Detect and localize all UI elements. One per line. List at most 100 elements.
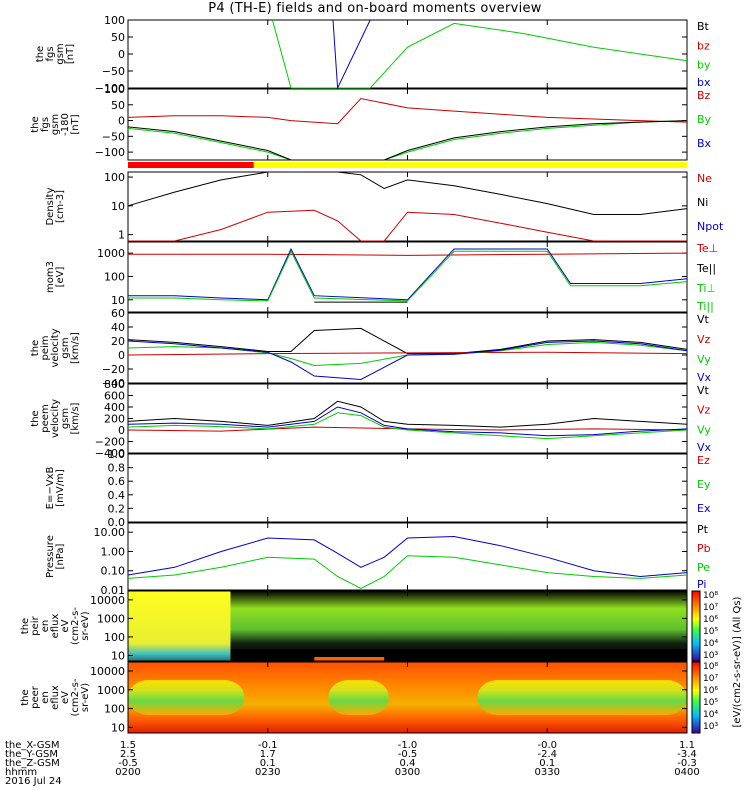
y-axis-label: fgs bbox=[45, 46, 56, 61]
legend-entry: Ne bbox=[697, 172, 712, 185]
y-tick-label: 0.4 bbox=[108, 489, 126, 502]
panel-frame-pressure bbox=[127, 522, 688, 591]
ephemeris-value: -1.0 bbox=[398, 740, 418, 751]
y-axis-label: (cm2-s- bbox=[70, 607, 81, 645]
y-axis-label: velocity bbox=[50, 399, 61, 438]
colorbar-tick-label: 10⁷ bbox=[703, 603, 718, 613]
series-line bbox=[128, 247, 688, 301]
ephemeris-value: -0.5 bbox=[118, 758, 138, 769]
y-axis-label: [nPa] bbox=[55, 543, 66, 569]
y-axis-label: sr-eV) bbox=[80, 683, 91, 712]
ephemeris-value: 0330 bbox=[535, 767, 560, 778]
legend-entry: Ti|| bbox=[696, 300, 714, 313]
y-axis-label: gsm bbox=[60, 337, 71, 358]
y-tick-label: 50 bbox=[111, 99, 125, 112]
y-tick-label: 0.2 bbox=[108, 502, 126, 515]
y-axis-label: [cm-3] bbox=[55, 190, 66, 223]
legend-entry: Bt bbox=[697, 20, 710, 33]
legend-entry: Vz bbox=[697, 333, 711, 346]
ephemeris-value: -2.4 bbox=[537, 749, 557, 760]
y-axis-label: peim bbox=[40, 335, 51, 360]
y-tick-label: 10 bbox=[111, 294, 125, 307]
panel-frame-fgs-gsm bbox=[127, 19, 688, 89]
colorbar-tick-label: 10³ bbox=[703, 722, 718, 732]
y-axis-label: -180 bbox=[60, 113, 71, 136]
ephemeris-row-label: 2016 Jul 24 bbox=[5, 776, 62, 787]
colorbar-tick-label: 10⁶ bbox=[703, 615, 718, 625]
electron-spectrogram-block bbox=[477, 680, 687, 715]
y-axis-label: en bbox=[40, 691, 51, 704]
y-axis-label: Pressure bbox=[45, 535, 56, 578]
series-line bbox=[127, 535, 688, 578]
y-tick-label: 100 bbox=[104, 83, 125, 96]
y-axis-label: gsm bbox=[60, 408, 71, 429]
ephemeris-value: 1.5 bbox=[120, 740, 136, 751]
y-tick-label: 0 bbox=[118, 115, 125, 128]
y-tick-label: 100 bbox=[104, 270, 125, 283]
y-tick-label: 60 bbox=[111, 307, 125, 320]
legend-entry: Bx bbox=[697, 137, 712, 150]
legend-entry: Ez bbox=[697, 454, 710, 467]
y-tick-label: 400 bbox=[104, 401, 125, 414]
series-line bbox=[127, 400, 688, 428]
y-axis-label: [km/s] bbox=[70, 402, 81, 434]
ephemeris-row-label: the_X-GSM bbox=[5, 740, 59, 751]
panel-frame-efield bbox=[127, 453, 688, 523]
ephemeris-row-label: the_Z-GSM bbox=[5, 758, 60, 769]
y-tick-label: −50 bbox=[102, 65, 125, 78]
y-axis-label: gsm bbox=[50, 114, 61, 135]
y-tick-label: 10 bbox=[111, 200, 125, 213]
y-axis-label: eflux bbox=[50, 685, 61, 710]
ephemeris-value: -0.1 bbox=[258, 740, 278, 751]
y-tick-label: 100 bbox=[104, 631, 125, 644]
ephemeris-value: 2.5 bbox=[120, 749, 136, 760]
legend-entry: Vt bbox=[697, 313, 710, 326]
colorbar-tick-label: 10⁵ bbox=[703, 627, 718, 637]
y-axis-label: E=−VxB bbox=[45, 467, 56, 510]
y-axis-label: peer bbox=[30, 685, 41, 709]
y-tick-label: 0 bbox=[118, 48, 125, 61]
y-tick-label: 1000 bbox=[97, 684, 125, 697]
y-tick-label: −100 bbox=[95, 82, 125, 95]
y-tick-label: 100 bbox=[104, 14, 125, 27]
series-line bbox=[127, 340, 688, 381]
legend-entry: Vx bbox=[697, 371, 712, 384]
colorbar bbox=[691, 590, 701, 662]
y-axis-label: [nT] bbox=[70, 114, 81, 134]
y-tick-label: 1000 bbox=[97, 612, 125, 625]
y-axis-label: peem bbox=[40, 404, 51, 432]
ephemeris-row-label: hhmm bbox=[5, 767, 37, 778]
legend-entry: Bz bbox=[697, 89, 711, 102]
ephemeris-value: 0230 bbox=[255, 767, 280, 778]
y-tick-label: 200 bbox=[104, 413, 125, 426]
y-axis-label: mom3 bbox=[45, 261, 56, 293]
y-axis-label: the bbox=[30, 340, 41, 356]
series-line bbox=[332, 19, 371, 90]
ephemeris-value: -3.4 bbox=[677, 749, 697, 760]
legend-entry: Ey bbox=[697, 478, 711, 491]
y-tick-label: 1 bbox=[118, 229, 125, 242]
y-tick-label: 0.0 bbox=[108, 516, 126, 529]
legend-entry: Vy bbox=[697, 423, 711, 436]
y-axis-label: eflux bbox=[50, 614, 61, 639]
mode-flag-bar-yellow bbox=[253, 162, 687, 168]
ephemeris-value: 0400 bbox=[674, 767, 699, 778]
legend-entry: Pt bbox=[697, 523, 709, 536]
series-line bbox=[127, 555, 688, 590]
series-line bbox=[128, 252, 688, 256]
series-line bbox=[127, 97, 688, 125]
colorbar-tick-label: 10⁵ bbox=[703, 698, 718, 708]
y-tick-label: 1.0 bbox=[108, 448, 126, 461]
y-axis-label: the bbox=[30, 116, 41, 132]
y-tick-label: −200 bbox=[95, 436, 125, 449]
ephemeris-value: 0300 bbox=[395, 767, 420, 778]
y-tick-label: 40 bbox=[111, 321, 125, 334]
legend-entry: Vt bbox=[697, 384, 710, 397]
ion-spectrogram-block bbox=[128, 591, 231, 661]
series-line bbox=[127, 327, 688, 355]
y-tick-label: 10 bbox=[111, 721, 125, 734]
colorbar-tick-label: 10³ bbox=[703, 651, 718, 661]
y-tick-label: 10000 bbox=[90, 665, 125, 678]
ephemeris-row-label: the_Y-GSM bbox=[5, 749, 58, 760]
